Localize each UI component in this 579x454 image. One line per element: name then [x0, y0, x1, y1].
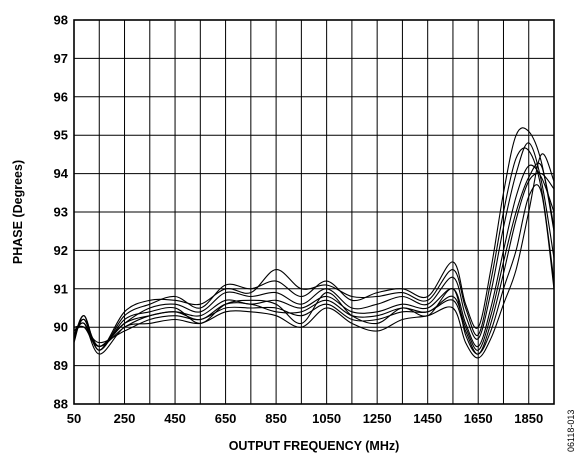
figure-id: 06118-013: [566, 410, 576, 452]
x-tick-label: 650: [215, 411, 237, 426]
y-tick-labels: 88 89 90 91 92 93 94 95 96 97 98: [54, 13, 69, 412]
series-lines: [73, 127, 555, 359]
x-tick-label: 50: [67, 411, 81, 426]
series-line: [73, 147, 555, 351]
y-tick-label: 96: [54, 89, 68, 104]
x-tick-label: 450: [164, 411, 186, 426]
plot-frame: [73, 19, 555, 405]
series-line: [73, 127, 555, 351]
x-tick-label: 1850: [514, 411, 543, 426]
series-line: [73, 162, 555, 351]
y-tick-label: 88: [54, 397, 68, 412]
y-tick-label: 98: [54, 13, 68, 28]
y-axis-title: PHASE (Degrees): [11, 160, 25, 264]
x-tick-label: 1450: [413, 411, 442, 426]
series-line: [73, 172, 555, 355]
y-tick-label: 94: [54, 166, 69, 181]
y-tick-label: 92: [54, 243, 68, 258]
x-tick-label: 250: [114, 411, 136, 426]
x-tick-labels: 50 250 450 650 850 1050 1250 1450 1650 1850: [67, 411, 543, 426]
series-line: [73, 153, 555, 359]
y-tick-label: 93: [54, 205, 68, 220]
x-tick-label: 1250: [363, 411, 392, 426]
y-tick-label: 90: [54, 320, 68, 335]
x-tick-label: 1050: [312, 411, 341, 426]
x-tick-label: 850: [265, 411, 287, 426]
x-axis-title: OUTPUT FREQUENCY (MHz): [229, 439, 400, 453]
y-tick-label: 95: [54, 128, 68, 143]
y-tick-label: 91: [54, 281, 68, 296]
series-line: [73, 142, 555, 347]
x-tick-label: 1650: [464, 411, 493, 426]
y-tick-label: 97: [54, 51, 68, 66]
y-tick-label: 89: [54, 358, 68, 373]
